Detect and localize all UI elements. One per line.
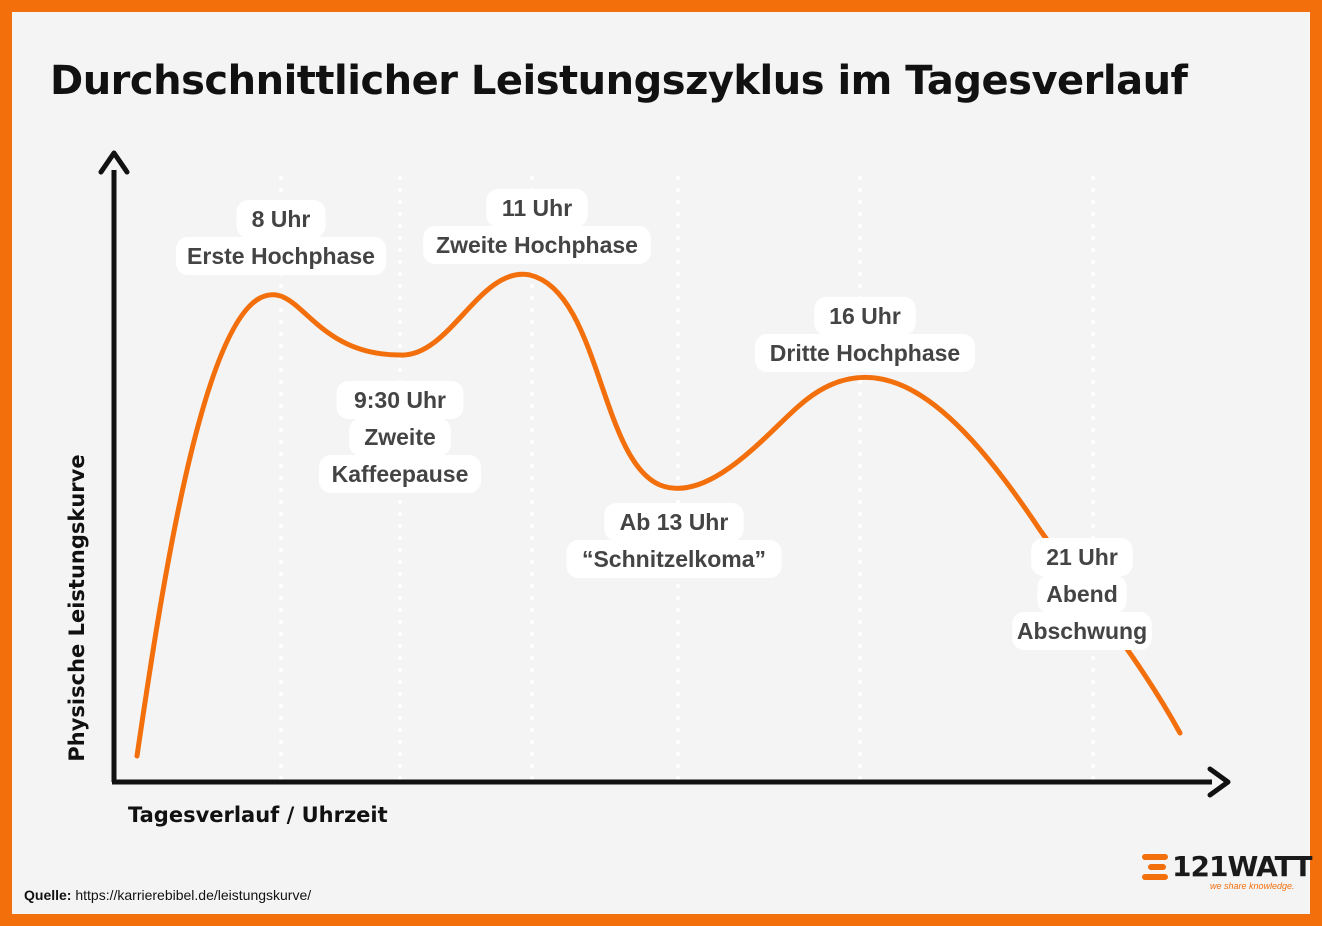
logo-tagline: we share knowledge. xyxy=(1210,881,1295,891)
annotation-text: Kaffeepause xyxy=(332,461,469,487)
annotation-label-bg xyxy=(423,226,651,264)
annotation-text: Zweite Hochphase xyxy=(436,232,638,258)
y-axis-arrow xyxy=(98,150,130,175)
annotation-label-bg xyxy=(1012,612,1152,650)
annotation-text: 11 Uhr xyxy=(502,195,572,221)
chart-card xyxy=(12,12,1310,914)
annotation-text: 21 Uhr xyxy=(1046,544,1118,570)
annotation-label-bg xyxy=(336,381,464,419)
source-note: Quelle: https://karrierebibel.de/leistun… xyxy=(24,887,311,903)
annotation-label: 11 Uhr Zweite Hochphase xyxy=(423,189,651,264)
annotation-label-bg xyxy=(566,540,782,578)
page-title: Durchschnittlicher Leistungszyklus im Ta… xyxy=(50,58,1188,104)
annotation-text: 16 Uhr xyxy=(829,303,901,329)
annotation-label-bg xyxy=(604,503,744,541)
source-url[interactable]: https://karrierebibel.de/leistungskurve/ xyxy=(75,887,312,903)
x-axis-arrow xyxy=(1207,766,1231,798)
annotation-label-bg xyxy=(319,455,481,493)
annotation-text: Abschwung xyxy=(1017,618,1147,644)
axes xyxy=(98,150,1231,798)
annotation-label-bg xyxy=(486,189,588,227)
annotation-label: Ab 13 Uhr “Schnitzelkoma” xyxy=(566,503,782,578)
annotation-text: 8 Uhr xyxy=(252,206,311,232)
annotation-label: 21 Uhr Abend Abschwung xyxy=(1012,538,1152,650)
logo: 121WATT we share knowledge. xyxy=(1142,850,1312,893)
logo-wordmark: 121WATT xyxy=(1172,850,1312,883)
annotation-text: Ab 13 Uhr xyxy=(620,509,729,535)
annotation-text: Abend xyxy=(1046,581,1118,607)
annotation-label-bg xyxy=(1031,538,1133,576)
annotation-text: “Schnitzelkoma” xyxy=(582,546,766,572)
annotation-text: Dritte Hochphase xyxy=(770,340,960,366)
annotation-label-bg xyxy=(236,200,326,238)
annotations: 8 Uhr Erste Hochphase 9:30 Uhr Zweite Kaffee… xyxy=(176,189,1152,650)
performance-curve xyxy=(134,271,1183,759)
source-label: Quelle: xyxy=(24,887,72,903)
logo-icon xyxy=(1142,854,1170,880)
annotation-label-bg xyxy=(1037,575,1127,613)
annotation-text: Zweite xyxy=(364,424,436,450)
y-axis-label: Physische Leistungskurve xyxy=(65,454,89,761)
annotation-label: 9:30 Uhr Zweite Kaffeepause xyxy=(319,381,481,493)
annotation-label-bg xyxy=(176,237,386,275)
x-axis-label: Tagesverlauf / Uhrzeit xyxy=(128,803,388,827)
annotation-label: 16 Uhr Dritte Hochphase xyxy=(755,297,975,372)
annotation-label-bg xyxy=(814,297,916,335)
annotation-label-bg xyxy=(755,334,975,372)
annotation-text: Erste Hochphase xyxy=(187,243,375,269)
annotation-text: 9:30 Uhr xyxy=(354,387,446,413)
annotation-label: 8 Uhr Erste Hochphase xyxy=(176,200,386,275)
annotation-label-bg xyxy=(349,418,451,456)
